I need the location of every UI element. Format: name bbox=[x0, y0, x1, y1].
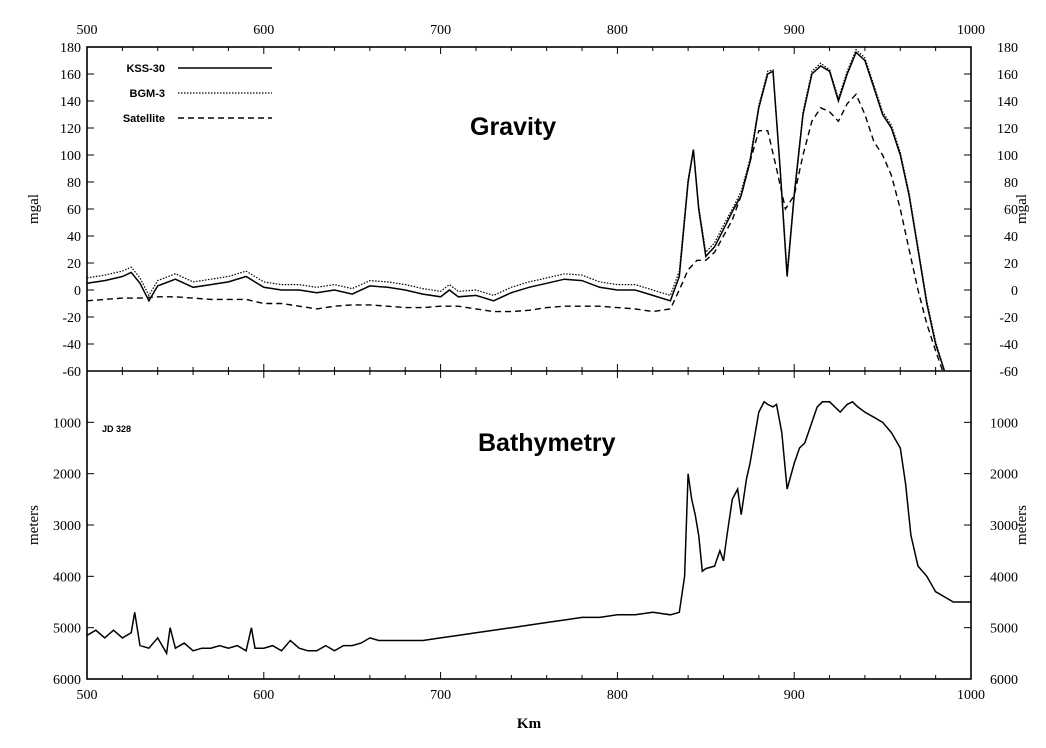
gravity-left-tick-label: 180 bbox=[60, 41, 81, 56]
top-x-tick-label: 600 bbox=[253, 23, 274, 38]
gravity-right-tick-label: -20 bbox=[999, 311, 1018, 326]
gravity-left-tick-label: -20 bbox=[62, 311, 81, 326]
gravity-left-tick-label: 160 bbox=[60, 68, 81, 83]
gravity-series bbox=[86, 48, 946, 372]
gravity-right-tick-label: 0 bbox=[1011, 284, 1018, 299]
bathymetry-right-tick-label: 2000 bbox=[990, 468, 1018, 483]
top-x-tick-label: 1000 bbox=[957, 23, 985, 38]
gravity-right-tick-label: 160 bbox=[997, 68, 1018, 83]
gravity-right-tick-label: 140 bbox=[997, 95, 1018, 110]
bathymetry-left-tick-label: 6000 bbox=[53, 673, 81, 688]
bathymetry-right-tick-label: 6000 bbox=[990, 673, 1018, 688]
gravity-left-tick-label: 20 bbox=[67, 257, 81, 272]
gravity-right-tick-label: 60 bbox=[1004, 203, 1018, 218]
bathymetry-left-tick-label: 1000 bbox=[53, 416, 81, 431]
bottom-x-tick-label: 600 bbox=[253, 688, 274, 703]
gravity-right-tick-label: 80 bbox=[1004, 176, 1018, 191]
gravity-right-tick-label: 120 bbox=[997, 122, 1018, 137]
gravity-left-tick-label: 140 bbox=[60, 95, 81, 110]
bottom-x-tick-label: 500 bbox=[77, 688, 98, 703]
top-x-tick-label: 900 bbox=[784, 23, 805, 38]
top-x-tick-label: 800 bbox=[607, 23, 628, 38]
gravity-right-tick-label: 40 bbox=[1004, 230, 1018, 245]
bathymetry-ylabel-left: meters bbox=[26, 505, 42, 545]
gravity-y-axis: -60 -60 -40 -40 -20 -20 0 0 20 20 40 40 60 60 80 80 100 1… bbox=[60, 41, 1018, 380]
gravity-line-kss30 bbox=[86, 51, 946, 372]
bathymetry-y-axis: 1000 1000 2000 2000 3000 3000 4000 4000 5000 5000… bbox=[53, 416, 1018, 688]
gravity-left-tick-label: 60 bbox=[67, 203, 81, 218]
bathymetry-ylabel-right: meters bbox=[1014, 505, 1030, 545]
bathymetry-right-tick-label: 3000 bbox=[990, 519, 1018, 534]
legend-label-bgm3: BGM-3 bbox=[130, 88, 165, 100]
x-axis-label: Km bbox=[517, 716, 542, 732]
bathymetry-depth-line bbox=[86, 400, 971, 656]
bottom-x-tick-label: 1000 bbox=[957, 688, 985, 703]
gravity-right-tick-label: -60 bbox=[999, 365, 1018, 380]
gravity-left-tick-label: 80 bbox=[67, 176, 81, 191]
bathymetry-left-tick-label: 5000 bbox=[53, 622, 81, 637]
bathymetry-title: Bathymetry bbox=[478, 429, 616, 457]
bathymetry-right-tick-label: 4000 bbox=[990, 570, 1018, 585]
bottom-x-tick-label: 900 bbox=[784, 688, 805, 703]
gravity-title: Gravity bbox=[470, 113, 556, 141]
gravity-right-tick-label: -40 bbox=[999, 338, 1018, 353]
gravity-right-tick-label: 100 bbox=[997, 149, 1018, 164]
bathymetry-right-tick-label: 5000 bbox=[990, 622, 1018, 637]
gravity-left-tick-label: -60 bbox=[62, 365, 81, 380]
gravity-ylabel-right: mgal bbox=[1014, 194, 1030, 224]
bathymetry-right-tick-label: 1000 bbox=[990, 416, 1018, 431]
top-x-tick-label: 500 bbox=[77, 23, 98, 38]
plot-frame bbox=[86, 46, 972, 680]
bathymetry-series bbox=[86, 400, 971, 656]
top-x-axis: 500 600 700 800 900 1000 bbox=[77, 23, 985, 378]
jd-annotation: JD 328 bbox=[102, 424, 131, 434]
bathymetry-left-tick-label: 2000 bbox=[53, 468, 81, 483]
legend-label-satellite: Satellite bbox=[123, 113, 165, 125]
gravity-left-tick-label: -40 bbox=[62, 338, 81, 353]
gravity-left-tick-label: 0 bbox=[74, 284, 81, 299]
legend: KSS-30 BGM-3 Satellite bbox=[123, 63, 272, 125]
bathymetry-left-tick-label: 4000 bbox=[53, 570, 81, 585]
gravity-left-tick-label: 40 bbox=[67, 230, 81, 245]
gravity-line-bgm3 bbox=[86, 48, 946, 372]
bottom-x-tick-label: 800 bbox=[607, 688, 628, 703]
gravity-left-tick-label: 120 bbox=[60, 122, 81, 137]
legend-label-kss30: KSS-30 bbox=[126, 63, 165, 75]
gravity-right-tick-label: 20 bbox=[1004, 257, 1018, 272]
top-x-tick-label: 700 bbox=[430, 23, 451, 38]
bathymetry-left-tick-label: 3000 bbox=[53, 519, 81, 534]
bottom-x-tick-label: 700 bbox=[430, 688, 451, 703]
gravity-right-tick-label: 180 bbox=[997, 41, 1018, 56]
gravity-left-tick-label: 100 bbox=[60, 149, 81, 164]
bottom-x-axis: 500 600 700 800 900 1000 bbox=[77, 672, 985, 703]
gravity-ylabel-left: mgal bbox=[26, 194, 42, 224]
